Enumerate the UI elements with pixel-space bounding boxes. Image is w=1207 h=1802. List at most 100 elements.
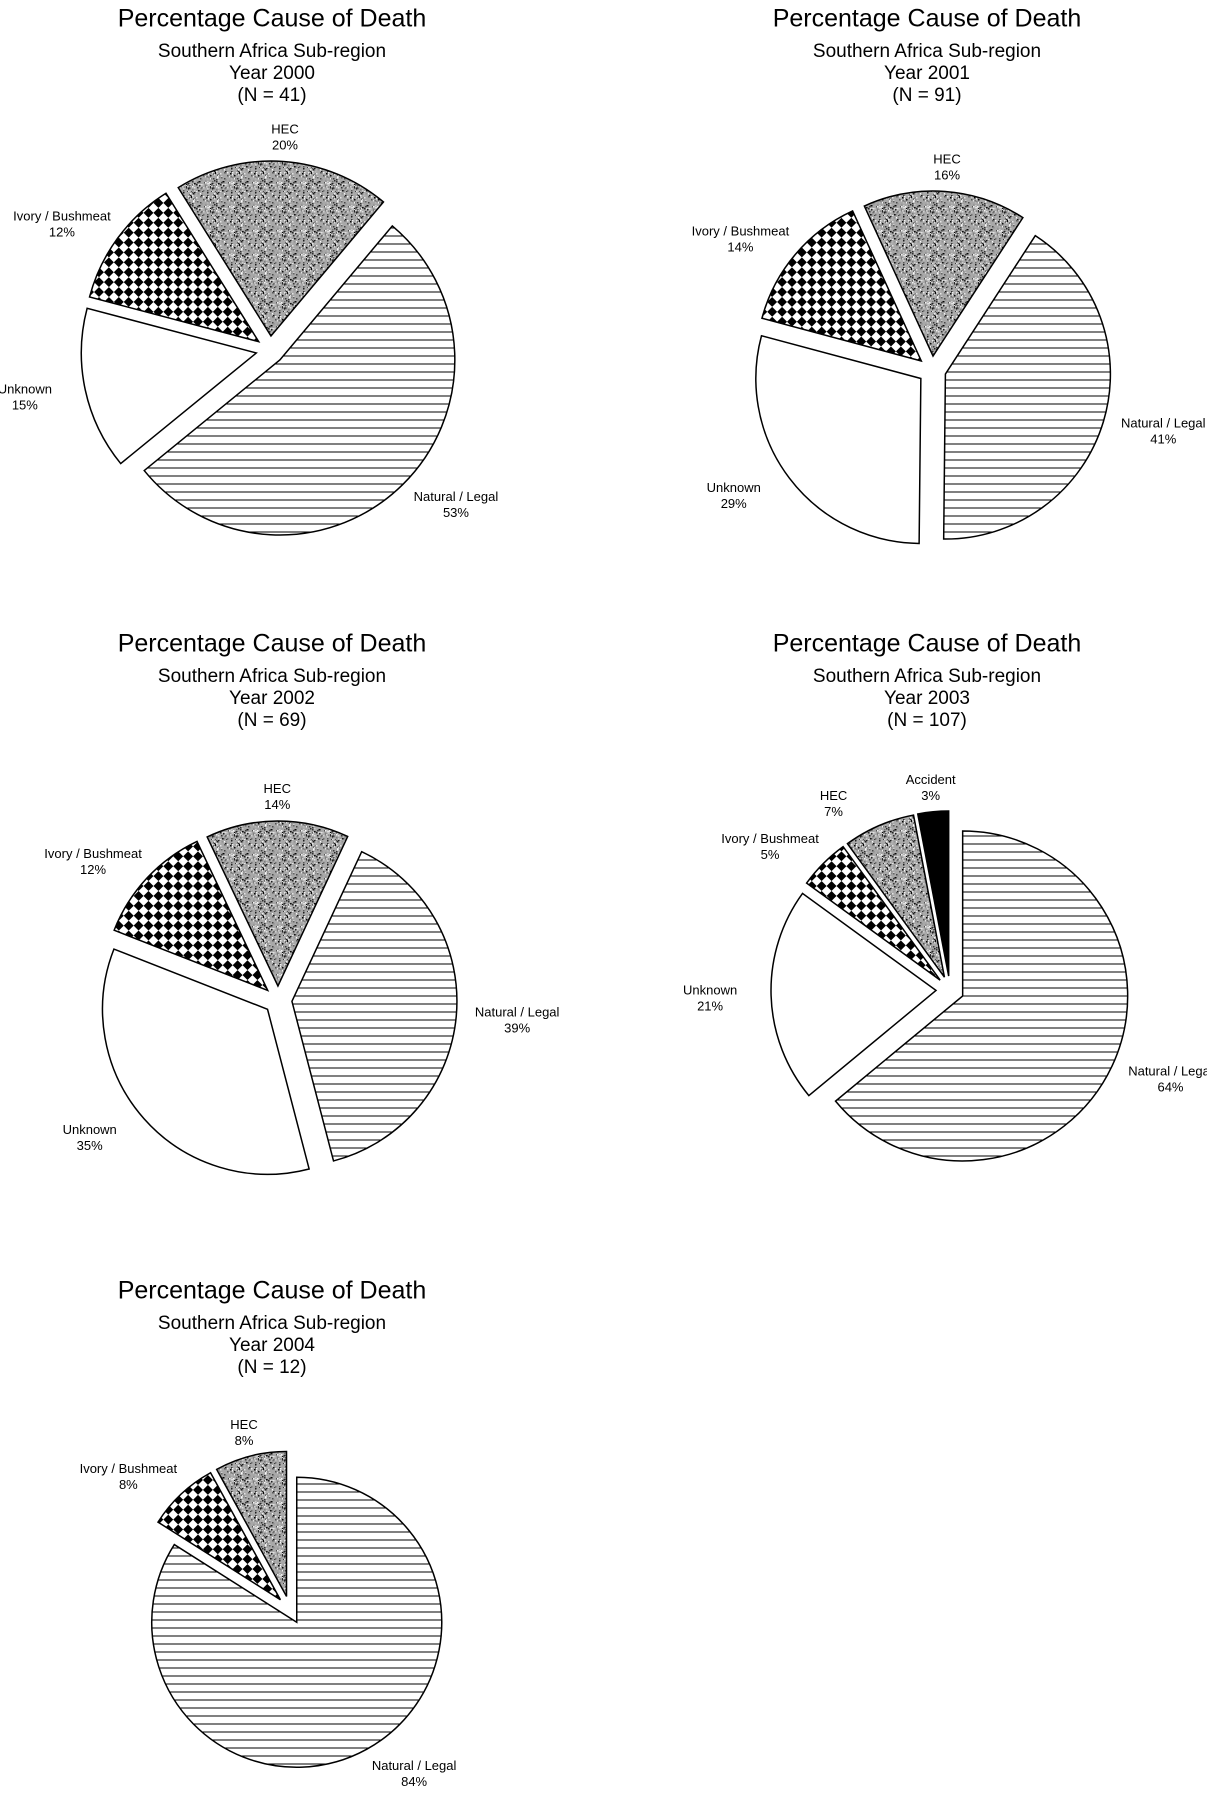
slice-category: Natural / Legal (372, 1758, 457, 1773)
slice-value-label: 39% (504, 1021, 530, 1036)
slice-value-label: 12% (80, 862, 106, 877)
chart-title: Percentage Cause of Death (773, 5, 1082, 33)
slice-label: Unknown 15% (0, 381, 52, 412)
slice-value-label: 8% (235, 1433, 254, 1448)
slice-label: Natural / Legal 64% (1128, 1063, 1207, 1094)
pie-slice (770, 892, 938, 1097)
chart-subtitle: Year 2002 (229, 688, 315, 709)
slice-label: Unknown 35% (63, 1122, 117, 1153)
slice-label: Accident 3% (906, 772, 956, 803)
chart-subtitle: (N = 69) (237, 710, 306, 731)
pie-slice (177, 160, 385, 338)
slice-label: Ivory / Bushmeat 8% (80, 1461, 178, 1492)
pie-slice (834, 830, 1129, 1162)
slice-value-label: 15% (12, 397, 38, 412)
pie-slice (916, 810, 950, 977)
chart-title: Percentage Cause of Death (118, 1277, 427, 1305)
slice-category: Ivory / Bushmeat (13, 208, 111, 223)
slice-label: HEC 14% (264, 781, 291, 812)
pie-slice (942, 234, 1112, 540)
chart-subtitle: Year 2004 (229, 1335, 315, 1356)
slice-value-label: 14% (264, 797, 290, 812)
pie-slice (143, 224, 456, 536)
slice-label: Ivory / Bushmeat 12% (44, 846, 142, 877)
slice-category: Unknown (683, 982, 737, 997)
slice-label: Ivory / Bushmeat 12% (13, 208, 111, 239)
slice-label: HEC 16% (933, 152, 960, 183)
slice-value-label: 29% (721, 496, 747, 511)
slice-category: Natural / Legal (1121, 415, 1206, 430)
slice-value-label: 20% (272, 138, 298, 153)
slice-label: HEC 20% (271, 122, 298, 153)
chart-subtitle: (N = 41) (237, 85, 306, 106)
slice-value-label: 8% (119, 1477, 138, 1492)
slice-label: Natural / Legal 84% (372, 1758, 457, 1789)
pie-slice (755, 334, 922, 545)
slice-value-label: 5% (761, 847, 780, 862)
slice-label: Natural / Legal 39% (475, 1005, 560, 1036)
slice-category: Unknown (63, 1122, 117, 1137)
slice-label: HEC 7% (820, 788, 847, 819)
pie-slice (151, 1476, 443, 1769)
slice-label: Unknown 21% (683, 982, 737, 1013)
chart-title: Percentage Cause of Death (773, 630, 1082, 658)
slice-value-label: 16% (934, 168, 960, 183)
chart-subtitle: (N = 91) (892, 85, 961, 106)
chart-subtitle: (N = 107) (887, 710, 967, 731)
chart-title: Percentage Cause of Death (118, 5, 427, 33)
slice-label: Ivory / Bushmeat 14% (692, 224, 790, 255)
chart-subtitle: Southern Africa Sub-region (158, 41, 386, 62)
slice-value-label: 3% (921, 788, 940, 803)
slice-category: HEC (271, 122, 298, 137)
slice-category: Natural / Legal (414, 489, 499, 504)
slice-category: Natural / Legal (1128, 1063, 1207, 1078)
slice-category: HEC (820, 788, 847, 803)
chart-subtitle: Year 2000 (229, 63, 315, 84)
slice-category: HEC (230, 1417, 257, 1432)
slice-category: Ivory / Bushmeat (44, 846, 142, 861)
slice-label: HEC 8% (230, 1417, 257, 1448)
pie-slice (291, 850, 458, 1162)
slice-value-label: 7% (824, 804, 843, 819)
slice-category: Unknown (707, 480, 761, 495)
slice-value-label: 84% (401, 1774, 427, 1789)
slice-label: Natural / Legal 41% (1121, 415, 1206, 446)
slice-category: HEC (933, 152, 960, 167)
slice-value-label: 41% (1150, 431, 1176, 446)
pie-slice (113, 840, 270, 992)
slice-category: HEC (264, 781, 291, 796)
chart-title: Percentage Cause of Death (118, 630, 427, 658)
slice-value-label: 35% (77, 1138, 103, 1153)
pie-slice (101, 948, 311, 1176)
slice-category: Ivory / Bushmeat (692, 224, 790, 239)
pie-slice (206, 820, 349, 988)
slice-value-label: 14% (727, 240, 753, 255)
pie-slice (215, 1450, 288, 1597)
pie-slice (88, 192, 261, 343)
slice-value-label: 21% (697, 998, 723, 1013)
chart-subtitle: Southern Africa Sub-region (158, 1313, 386, 1334)
chart-subtitle: Southern Africa Sub-region (158, 666, 386, 687)
slice-value-label: 12% (49, 224, 75, 239)
pie-slice (156, 1471, 282, 1601)
pie-slice (863, 190, 1024, 358)
pie-slice (805, 845, 941, 981)
slice-value-label: 53% (443, 505, 469, 520)
chart-subtitle: Southern Africa Sub-region (813, 666, 1041, 687)
chart-subtitle: (N = 12) (237, 1357, 306, 1378)
slice-category: Unknown (0, 381, 52, 396)
slice-category: Accident (906, 772, 956, 787)
slice-value-label: 64% (1157, 1079, 1183, 1094)
chart-subtitle: Southern Africa Sub-region (813, 41, 1041, 62)
chart-subtitle: Year 2003 (884, 688, 970, 709)
pie-slice (761, 209, 923, 363)
slice-label: Unknown 29% (707, 480, 761, 511)
chart-subtitle: Year 2001 (884, 63, 970, 84)
pie-slice (846, 814, 946, 978)
slice-category: Natural / Legal (475, 1005, 560, 1020)
slice-label: Natural / Legal 53% (414, 489, 499, 520)
slice-category: Ivory / Bushmeat (80, 1461, 178, 1476)
slice-label: Ivory / Bushmeat 5% (721, 831, 819, 862)
slice-category: Ivory / Bushmeat (721, 831, 819, 846)
